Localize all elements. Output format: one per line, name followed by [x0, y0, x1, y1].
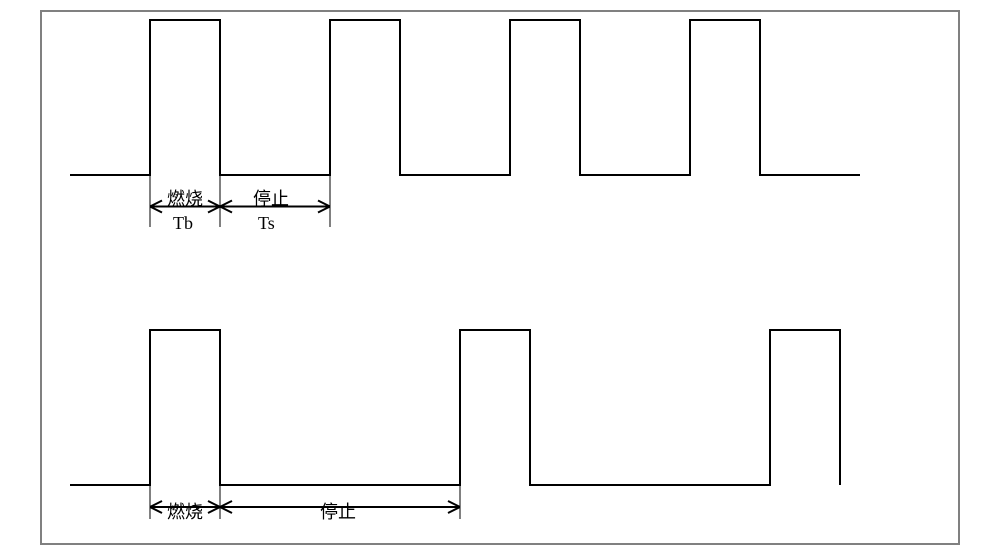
top-burn-label: 燃烧	[167, 185, 203, 211]
bottom-stop-label: 停止	[320, 498, 356, 524]
top-stop-symbol: Ts	[258, 213, 275, 234]
diagram-frame: 燃烧 停止 Tb Ts 燃烧 停止	[0, 0, 1000, 555]
top-stop-label: 停止	[253, 185, 289, 211]
waveform-svg	[0, 0, 1000, 555]
bottom-burn-label: 燃烧	[167, 498, 203, 524]
top-burn-symbol: Tb	[173, 213, 193, 234]
